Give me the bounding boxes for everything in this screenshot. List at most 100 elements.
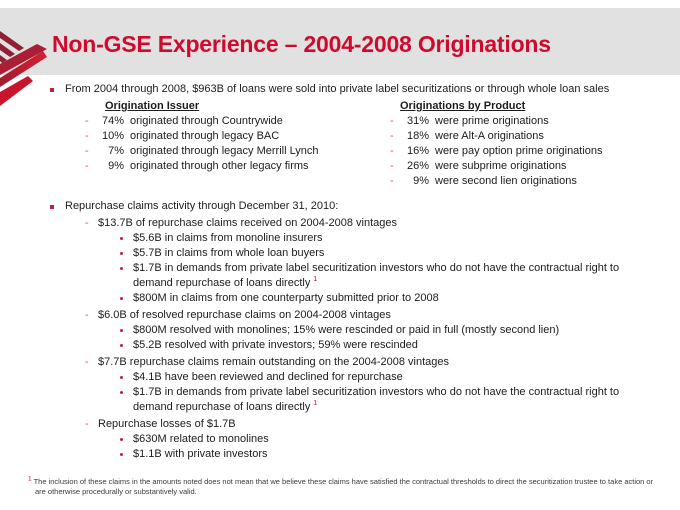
column-heading-origination-issuer: Origination Issuer xyxy=(105,100,200,112)
percent-value: 9% xyxy=(413,175,429,187)
group-label-row: - $13.7B of repurchase claims received on… xyxy=(85,216,668,231)
dash-icon: - xyxy=(390,115,394,127)
dash-icon: - xyxy=(390,130,394,142)
dash-icon: - xyxy=(390,145,394,157)
percent-value: 9% xyxy=(108,160,124,172)
footnote-ref: 1 xyxy=(28,475,32,483)
group-label-text: $6.0B of resolved repurchase claims on 2… xyxy=(98,309,391,321)
intro-bullet-row: From 2004 through 2008, $963B of loans w… xyxy=(50,82,668,97)
list-item: - 16% were pay option prime originations xyxy=(390,144,603,159)
percent-value: 74% xyxy=(102,115,125,127)
group-label-text: $7.7B repurchase claims remain outstandi… xyxy=(98,356,450,368)
list-item: $5.7B in claims from whole loan buyers xyxy=(120,246,668,261)
group-label-row: - $7.7B repurchase claims remain outstand… xyxy=(85,355,668,370)
dash-icon: - xyxy=(390,160,394,172)
bullet-icon xyxy=(120,376,123,379)
percent-value: 16% xyxy=(407,145,430,157)
dash-icon: - xyxy=(85,145,89,157)
dash-icon: - xyxy=(85,115,89,127)
list-item: $1.7B in demands from private label secu… xyxy=(120,261,668,291)
page-title: Non-GSE Experience – 2004-2008 Originati… xyxy=(52,31,551,57)
bullet-icon xyxy=(120,267,123,270)
title-band xyxy=(0,8,680,75)
group-label-text: $13.7B of repurchase claims received on … xyxy=(98,217,398,229)
item-text: $5.2B resolved with private investors; 5… xyxy=(133,339,418,351)
originations-by-product-list: - 31% were prime originations - 18% were Alt-… xyxy=(390,114,603,189)
footnote-ref-marker: 1 xyxy=(313,276,318,284)
list-item: - 10% originated through legacy BAC xyxy=(85,129,385,144)
percent-value: 18% xyxy=(407,130,430,142)
group-label-text: Repurchase losses of $1.7B xyxy=(98,418,236,430)
group-label-row: - $6.0B of resolved repurchase claims on … xyxy=(85,308,668,323)
bullet-icon xyxy=(120,438,123,441)
dash-icon: - xyxy=(85,130,89,142)
item-text: $800M in claims from one counterparty su… xyxy=(133,292,439,304)
item-text: $4.1B have been reviewed and declined fo… xyxy=(133,371,403,383)
list-item: - 18% were Alt-A originations xyxy=(390,129,603,144)
origination-issuer-column: Origination Issuer - 74% originated throug… xyxy=(85,99,385,189)
item-text: $1.7B in demands from private label secu… xyxy=(133,386,620,413)
repurchase-groups: - $13.7B of repurchase claims received on… xyxy=(0,216,668,462)
origination-columns: Origination Issuer - 74% originated throug… xyxy=(0,99,668,189)
percent-value: 10% xyxy=(102,130,125,142)
list-item: $1.7B in demands from private label secu… xyxy=(120,385,668,415)
list-item: $800M resolved with monolines; 15% were … xyxy=(120,323,668,338)
bullet-icon xyxy=(120,252,123,255)
intro-text: From 2004 through 2008, $963B of loans w… xyxy=(65,83,610,95)
column-heading-originations-by-product: Originations by Product xyxy=(400,100,526,112)
item-text: originated through legacy Merrill Lynch xyxy=(130,145,319,157)
bullet-icon xyxy=(50,205,54,209)
bullet-icon xyxy=(120,237,123,240)
item-text: $630M related to monolines xyxy=(133,433,269,445)
item-text: originated through Countrywide xyxy=(130,115,283,127)
item-text: $1.7B in demands from private label secu… xyxy=(133,262,620,289)
list-item: - 7% originated through legacy Merrill Lyn… xyxy=(85,144,385,159)
dash-icon: - xyxy=(85,356,89,368)
list-item: $800M in claims from one counterparty su… xyxy=(120,291,668,306)
item-text: were pay option prime originations xyxy=(435,145,603,157)
list-item: $1.1B with private investors xyxy=(120,447,668,462)
bullet-icon xyxy=(120,297,123,300)
list-item: - 9% were second lien originations xyxy=(390,174,603,189)
list-item: - 26% were subprime originations xyxy=(390,159,603,174)
list-item: $4.1B have been reviewed and declined fo… xyxy=(120,370,668,385)
dash-icon: - xyxy=(85,217,89,229)
bullet-icon xyxy=(120,391,123,394)
item-text: $5.7B in claims from whole loan buyers xyxy=(133,247,325,259)
dash-icon: - xyxy=(85,309,89,321)
brand-flag-logo-icon xyxy=(0,31,47,106)
list-item: $5.2B resolved with private investors; 5… xyxy=(120,338,668,353)
bullet-icon xyxy=(120,329,123,332)
footnote-ref-marker: 1 xyxy=(313,400,318,408)
item-text: $800M resolved with monolines; 15% were … xyxy=(133,324,560,336)
list-item: $630M related to monolines xyxy=(120,432,668,447)
slide-body: From 2004 through 2008, $963B of loans w… xyxy=(0,82,668,462)
list-item: - 74% originated through Countrywide xyxy=(85,114,385,129)
item-text: were subprime originations xyxy=(435,160,567,172)
repurchase-heading-row: Repurchase claims activity through Decem… xyxy=(50,199,668,214)
percent-value: 31% xyxy=(407,115,430,127)
list-item: - 31% were prime originations xyxy=(390,114,603,129)
dash-icon: - xyxy=(85,160,89,172)
repurchase-heading-text: Repurchase claims activity through Decem… xyxy=(65,200,339,212)
item-text: originated through other legacy firms xyxy=(130,160,309,172)
bullet-icon xyxy=(50,88,54,92)
bullet-icon xyxy=(120,344,123,347)
list-item: $5.6B in claims from monoline insurers xyxy=(120,231,668,246)
dash-icon: - xyxy=(390,175,394,187)
item-text: were second lien originations xyxy=(435,175,577,187)
footnote: 1 The inclusion of these claims in the a… xyxy=(28,475,660,496)
item-text: were prime originations xyxy=(435,115,549,127)
item-text: $5.6B in claims from monoline insurers xyxy=(133,232,323,244)
originations-by-product-column: Originations by Product - 31% were prime o… xyxy=(390,99,603,189)
dash-icon: - xyxy=(85,418,89,430)
item-text: originated through legacy BAC xyxy=(130,130,280,142)
percent-value: 7% xyxy=(108,145,124,157)
origination-issuer-list: - 74% originated through Countrywide - 10% or… xyxy=(85,114,385,174)
bullet-icon xyxy=(120,453,123,456)
item-text: were Alt-A originations xyxy=(435,130,544,142)
percent-value: 26% xyxy=(407,160,430,172)
item-text: $1.1B with private investors xyxy=(133,448,268,460)
list-item: - 9% originated through other legacy firms xyxy=(85,159,385,174)
group-label-row: - Repurchase losses of $1.7B xyxy=(85,417,668,432)
